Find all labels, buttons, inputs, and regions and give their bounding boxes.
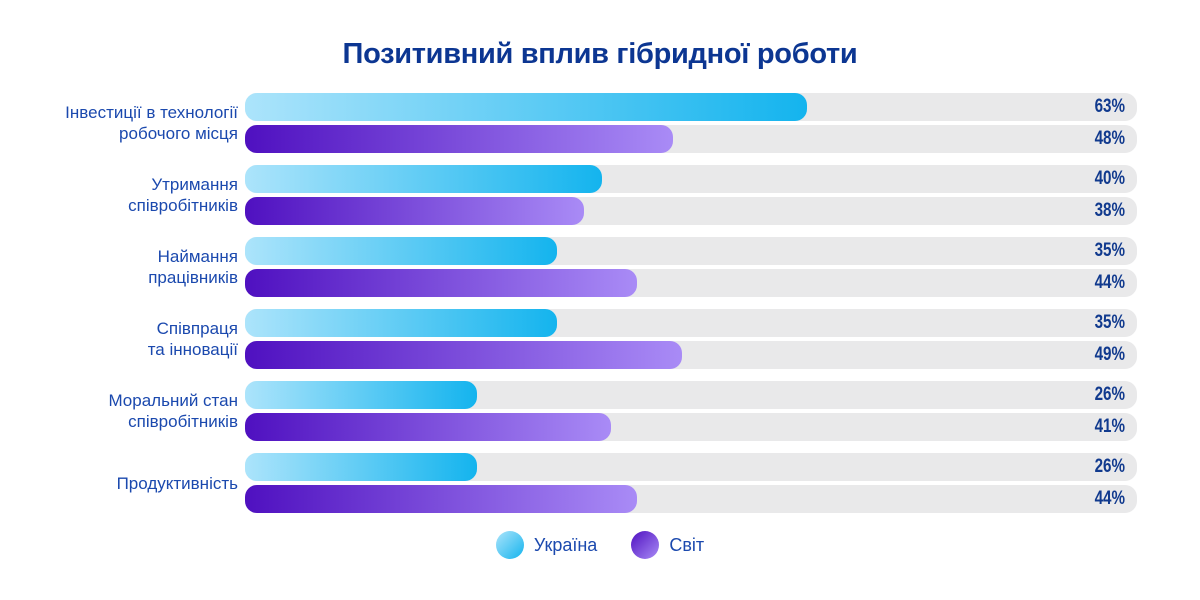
bar-ukraine: [245, 381, 477, 409]
chart-legend: Україна Світ: [0, 531, 1200, 559]
bar-track-ukraine: 35%: [245, 237, 1137, 265]
bar-track-ukraine: 26%: [245, 381, 1137, 409]
bar-value-label: 35%: [1094, 312, 1125, 333]
bar-world: [245, 197, 584, 225]
bar-track-world: 48%: [245, 125, 1137, 153]
bar-track-ukraine: 63%: [245, 93, 1137, 121]
bar-world: [245, 485, 638, 513]
bar-value-label: 44%: [1094, 488, 1125, 509]
bar-value-label: 63%: [1094, 96, 1125, 117]
chart-row: Продуктивність 26% 44%: [33, 453, 1137, 513]
bar-value-label: 26%: [1094, 456, 1125, 477]
category-label: Інвестиції в технології робочого місця: [65, 103, 238, 143]
bar-value-label: 26%: [1094, 384, 1125, 405]
bar-ukraine: [245, 165, 602, 193]
chart-row: Моральний стан співробітників 26% 41%: [33, 381, 1137, 441]
legend-swatch-ukraine-icon: [495, 531, 524, 559]
bar-ukraine: [245, 237, 558, 265]
chart-row: Співпраця та інновації 35% 49%: [33, 309, 1137, 369]
bar-value-label: 40%: [1094, 168, 1125, 189]
bar-world: [245, 125, 674, 153]
bar-track-world: 38%: [245, 197, 1137, 225]
category-label: Моральний стан співробітників: [108, 391, 238, 431]
bar-track-ukraine: 35%: [245, 309, 1137, 337]
bar-ukraine: [245, 93, 807, 121]
bar-ukraine: [245, 309, 558, 337]
legend-item-ukraine: Україна: [495, 531, 598, 559]
chart-title: Позитивний вплив гібридної роботи: [342, 38, 858, 70]
category-label: Продуктивність: [116, 473, 238, 493]
category-label: Співпраця та інновації: [147, 319, 238, 359]
bar-track-world: 44%: [245, 485, 1137, 513]
bar-value-label: 48%: [1094, 128, 1125, 149]
bar-world: [245, 269, 638, 297]
chart-row: Утримання співробітників 40% 38%: [33, 165, 1137, 225]
bar-world: [245, 341, 683, 369]
bar-value-label: 44%: [1094, 272, 1125, 293]
bar-world: [245, 413, 611, 441]
chart-rows: Інвестиції в технології робочого місця 63%…: [0, 93, 1200, 513]
bar-value-label: 35%: [1094, 240, 1125, 261]
bar-track-world: 49%: [245, 341, 1137, 369]
bar-ukraine: [245, 453, 477, 481]
bar-value-label: 38%: [1094, 200, 1125, 221]
category-label: Утримання співробітників: [128, 175, 238, 215]
bar-track-world: 41%: [245, 413, 1137, 441]
category-label: Наймання працівників: [148, 247, 238, 287]
bar-value-label: 49%: [1094, 344, 1125, 365]
chart-row: Інвестиції в технології робочого місця 63%…: [33, 93, 1137, 153]
legend-swatch-world-icon: [631, 531, 660, 559]
bar-track-ukraine: 40%: [245, 165, 1137, 193]
legend-item-world: Світ: [631, 531, 704, 559]
bar-value-label: 41%: [1094, 416, 1125, 437]
bar-track-ukraine: 26%: [245, 453, 1137, 481]
legend-label-world: Світ: [669, 534, 705, 555]
legend-label-ukraine: Україна: [533, 534, 598, 555]
chart-row: Наймання працівників 35% 44%: [33, 237, 1137, 297]
bar-track-world: 44%: [245, 269, 1137, 297]
